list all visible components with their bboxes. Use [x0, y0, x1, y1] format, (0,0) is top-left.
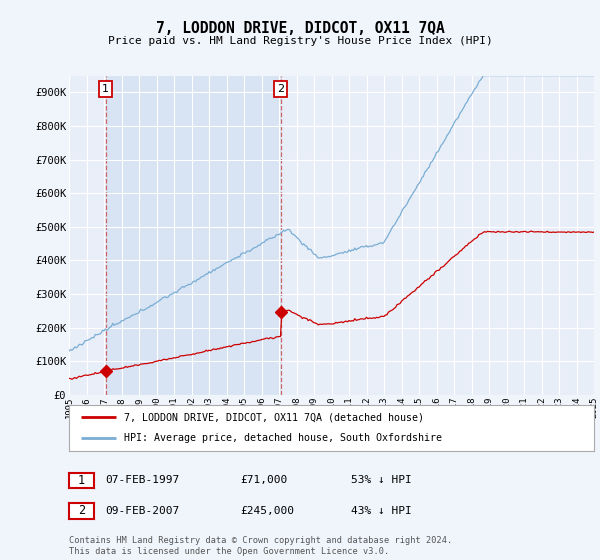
- Text: 07-FEB-1997: 07-FEB-1997: [105, 475, 179, 485]
- Text: 1: 1: [102, 84, 109, 94]
- Text: 53% ↓ HPI: 53% ↓ HPI: [351, 475, 412, 485]
- Text: 2: 2: [277, 84, 284, 94]
- Text: HPI: Average price, detached house, South Oxfordshire: HPI: Average price, detached house, Sout…: [124, 433, 442, 444]
- Bar: [106, 76, 281, 395]
- Text: £245,000: £245,000: [240, 506, 294, 516]
- Text: 09-FEB-2007: 09-FEB-2007: [105, 506, 179, 516]
- Text: 43% ↓ HPI: 43% ↓ HPI: [351, 506, 412, 516]
- Text: Price paid vs. HM Land Registry's House Price Index (HPI): Price paid vs. HM Land Registry's House …: [107, 36, 493, 46]
- Text: Contains HM Land Registry data © Crown copyright and database right 2024.
This d: Contains HM Land Registry data © Crown c…: [69, 536, 452, 556]
- Text: 1: 1: [78, 474, 85, 487]
- Text: 7, LODDON DRIVE, DIDCOT, OX11 7QA (detached house): 7, LODDON DRIVE, DIDCOT, OX11 7QA (detac…: [124, 412, 424, 422]
- Text: £71,000: £71,000: [240, 475, 287, 485]
- Text: 2: 2: [78, 505, 85, 517]
- Text: 7, LODDON DRIVE, DIDCOT, OX11 7QA: 7, LODDON DRIVE, DIDCOT, OX11 7QA: [155, 21, 445, 36]
